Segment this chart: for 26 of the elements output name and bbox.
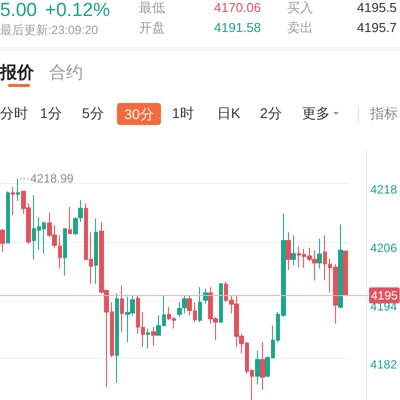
text: 买入 [287, 0, 313, 15]
selected-tab: 30分 [117, 103, 161, 125]
text: 1时 [172, 105, 194, 121]
text: 日K [217, 105, 240, 121]
text: 卖出 [287, 20, 313, 35]
y-tick-label: 4206 [370, 240, 398, 255]
text: 指标 [370, 105, 398, 121]
text: 5分 [82, 105, 104, 121]
text: 5.00 [0, 0, 37, 21]
text: 更多 [302, 105, 330, 121]
text: 最后更新:23:09:20 [0, 23, 98, 37]
text: 4195.7 [357, 20, 397, 35]
text: 4191.58 [214, 20, 261, 35]
text: 4195.5 [357, 0, 397, 15]
y-tick-label: 4218 [370, 182, 398, 197]
text: 分时 [0, 105, 28, 121]
text: +0.12% [45, 0, 110, 21]
text: 最低 [139, 0, 165, 15]
text: 开盘 [139, 20, 165, 35]
text: 合约 [49, 63, 83, 82]
text: 2分 [260, 105, 282, 121]
text: 1分 [40, 105, 62, 121]
text: 4170.06 [214, 0, 261, 15]
y-tick-label: 4182 [370, 358, 398, 372]
annotation: 4218.99 [30, 172, 74, 186]
ref-line-label: 4195 [371, 288, 398, 302]
